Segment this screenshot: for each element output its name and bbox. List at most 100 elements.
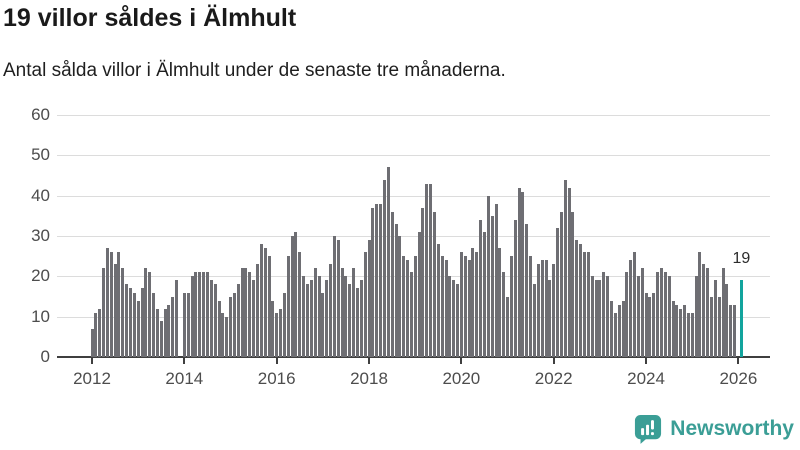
bar [440,256,444,357]
bar [152,292,156,357]
bar [102,268,105,357]
bar [571,211,575,357]
bar [317,276,321,357]
bar [398,236,402,357]
x-axis-tick [91,358,93,364]
y-tick-label: 40 [31,185,50,205]
bar [236,284,240,357]
bar [417,232,421,357]
bar [683,304,686,357]
bar [548,280,552,357]
bar [105,248,109,357]
bar [706,268,710,357]
bar [629,260,633,357]
bar [363,252,367,357]
bar [136,300,140,357]
bar [590,276,594,357]
bar [379,203,383,357]
bar [709,296,713,357]
bar [213,284,217,357]
bar [321,292,325,357]
bar [225,316,229,357]
bar [286,256,290,357]
bar [502,272,506,357]
bar [444,260,448,357]
bar [209,280,213,357]
bar [698,252,702,357]
bar [325,280,329,357]
gridline [57,276,770,278]
bar [344,276,348,357]
bar [594,280,598,357]
bar [371,207,375,357]
bar [409,272,413,357]
bar [486,195,490,357]
bar [348,284,352,357]
bar [282,292,286,357]
gridline [57,155,770,157]
x-tick-label: 2026 [719,369,758,388]
bar [402,256,406,357]
bar [659,268,663,357]
bar [490,215,494,357]
bar [375,203,379,357]
bar [232,292,236,357]
bar [525,223,529,357]
bar [559,211,563,357]
bar [340,268,344,357]
bar [244,268,248,357]
bar [725,284,729,357]
bar [583,252,586,357]
bar [536,264,540,357]
bar [413,256,417,357]
bar [667,276,671,357]
bar [125,284,129,357]
bar [456,284,459,357]
bar [625,272,629,357]
bar [540,260,544,357]
bar [556,227,559,357]
x-axis-line [57,356,770,358]
bar [613,312,617,357]
bar [263,248,267,357]
bar [517,187,521,357]
highlight-value-label: 19 [732,250,751,268]
bar [352,268,356,357]
bar [686,312,690,357]
bar [479,219,483,357]
newsworthy-logo[interactable]: Newsworthy [634,414,794,444]
bar [259,244,263,357]
bar [217,300,221,357]
x-tick-label: 2018 [350,369,388,388]
gridline [57,236,770,237]
bar [563,179,567,357]
bar [459,252,463,357]
bar [509,256,513,357]
bar [275,312,279,357]
bar [90,328,94,357]
bar [606,276,610,357]
gridline [57,316,770,318]
bar [621,300,625,357]
bar [717,296,721,357]
bar [313,268,317,357]
bar [452,280,456,357]
y-tick-label: 50 [31,145,50,165]
bar [663,272,667,357]
bar [121,268,125,357]
bar [190,276,194,357]
gridline [57,195,770,197]
bar [436,244,440,357]
x-axis-tick [645,358,648,364]
bar [648,296,652,357]
newsworthy-logo-text: Newsworthy [670,417,794,440]
bar [386,167,390,357]
bar [163,308,167,357]
y-tick-label: 0 [40,347,50,366]
bar [98,308,102,357]
x-axis-tick [183,358,186,364]
bar [229,296,232,357]
bar [148,272,152,357]
bar [636,276,640,357]
